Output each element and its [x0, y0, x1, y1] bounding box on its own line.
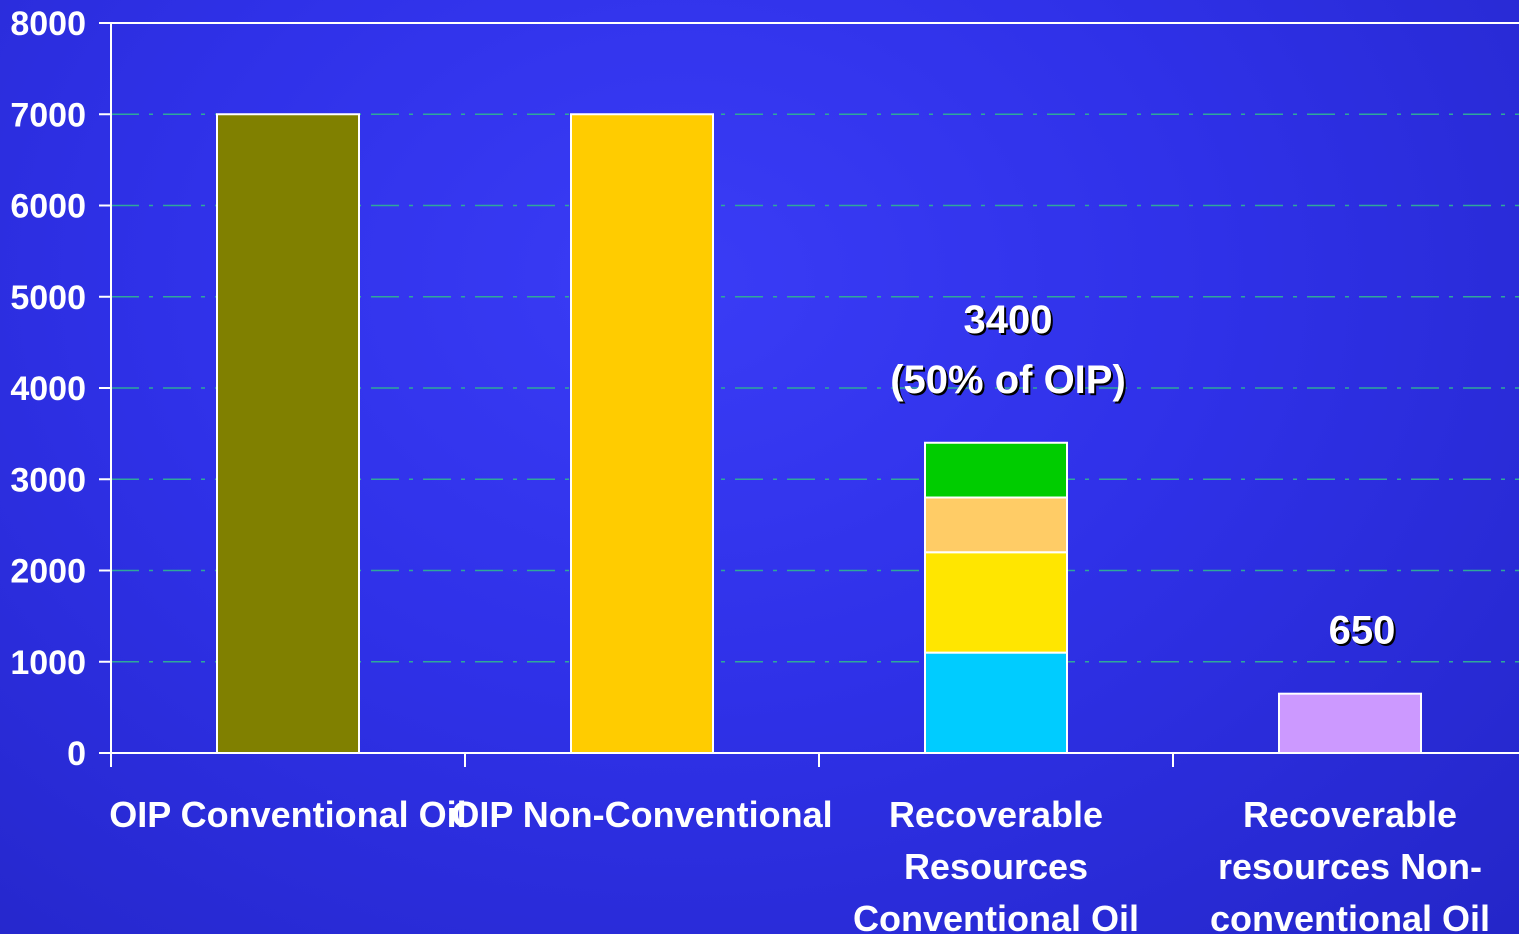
category-label: OIP Conventional Oil — [109, 794, 466, 835]
category-label: Conventional Oil — [853, 898, 1139, 934]
annotation-shadow: (50% of OIP) — [892, 360, 1128, 404]
axes — [99, 22, 1519, 767]
y-tick-labels: 0 1000 2000 3000 4000 5000 6000 7000 8000 — [10, 5, 86, 773]
category-label: conventional Oil — [1210, 898, 1490, 934]
y-tick-label: 5000 — [10, 279, 86, 317]
annotation-shadow: 650 — [1331, 611, 1398, 655]
bar-segment — [924, 441, 1068, 499]
y-tick-label: 4000 — [10, 370, 86, 408]
bar-group — [1278, 692, 1422, 754]
category-label: resources Non- — [1218, 846, 1482, 887]
y-tick-label: 2000 — [10, 553, 86, 591]
category-label: Recoverable — [889, 794, 1103, 835]
y-tick-label: 0 — [67, 735, 86, 773]
bar-segment — [570, 113, 714, 754]
bar-group — [216, 113, 360, 754]
y-tick-label: 7000 — [10, 96, 86, 134]
category-label: Recoverable — [1243, 794, 1457, 835]
category-label: OIP Non-Conventional — [451, 794, 832, 835]
annotation-label: 3400 — [964, 298, 1053, 342]
y-tick-label: 3000 — [10, 461, 86, 499]
bar-segment — [924, 551, 1068, 654]
bar-segment — [924, 651, 1068, 754]
bar-group — [924, 441, 1068, 754]
annotation-label: (50% of OIP) — [890, 358, 1126, 402]
bar-group — [570, 113, 714, 754]
y-tick-label: 8000 — [10, 5, 86, 43]
bar-segment — [1278, 692, 1422, 754]
bar-segment — [216, 113, 360, 754]
category-label: Resources — [904, 846, 1088, 887]
y-tick-label: 6000 — [10, 188, 86, 226]
y-tick-label: 1000 — [10, 644, 86, 682]
bar-segment — [924, 496, 1068, 554]
annotation-label: 650 — [1329, 609, 1396, 653]
bars — [216, 113, 1422, 754]
annotation-shadow: 3400 — [966, 300, 1055, 344]
